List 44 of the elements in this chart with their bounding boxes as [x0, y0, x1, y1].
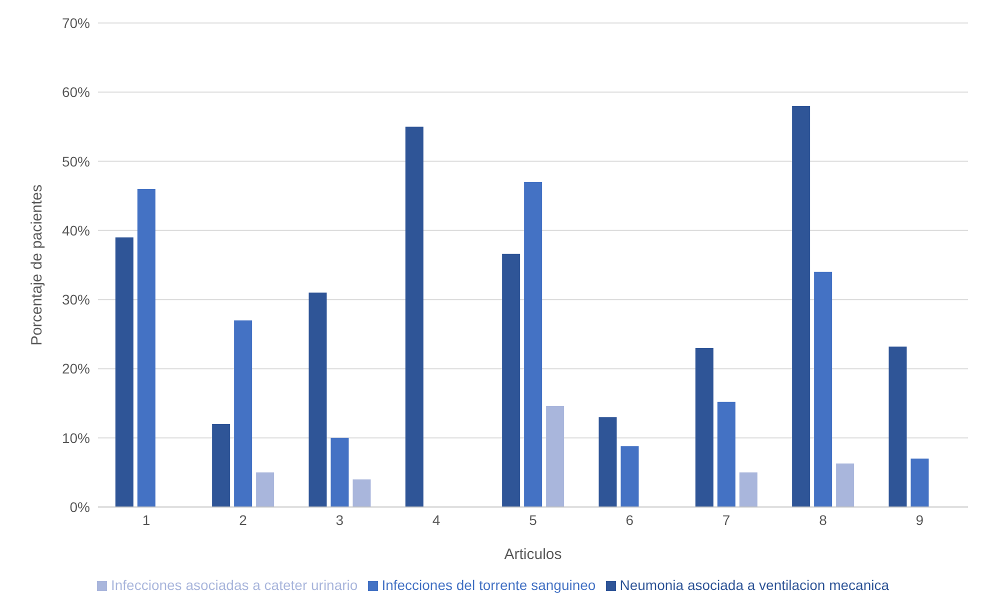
x-tick-label: 1	[142, 512, 150, 528]
x-tick-label: 9	[916, 512, 924, 528]
bar	[115, 237, 134, 507]
bar	[330, 438, 349, 507]
legend-label: Infecciones del torrente sanguineo	[382, 577, 596, 593]
bar	[814, 272, 832, 507]
bar	[212, 424, 230, 507]
x-axis-title: Articulos	[504, 546, 562, 563]
bar	[739, 472, 758, 507]
bar	[695, 348, 714, 507]
y-tick-label: 40%	[62, 222, 90, 238]
legend-label: Infecciones asociadas a cateter urinario	[110, 577, 358, 593]
bar	[256, 472, 274, 507]
y-tick-label: 60%	[62, 84, 90, 100]
x-tick-label: 4	[432, 512, 440, 528]
x-tick-label: 2	[239, 512, 248, 528]
bar	[234, 320, 252, 507]
y-axis-title: Porcentaje de pacientes	[28, 184, 46, 346]
y-tick-label: 20%	[62, 360, 90, 377]
bar	[792, 106, 810, 507]
legend-label: Neumonia asociada a ventilacion mecanica	[620, 577, 890, 593]
x-tick-label: 6	[626, 512, 634, 528]
bar	[836, 463, 854, 507]
bar	[502, 254, 520, 507]
bar	[888, 346, 907, 507]
y-tick-label: 70%	[62, 14, 90, 31]
bar	[717, 402, 736, 507]
y-tick-label: 30%	[62, 292, 90, 308]
bar	[137, 188, 156, 507]
bar	[910, 458, 929, 507]
bar	[524, 182, 542, 507]
x-tick-label: 3	[336, 512, 344, 528]
bar	[308, 292, 327, 507]
x-tick-label: 8	[819, 512, 828, 528]
y-tick-label: 50%	[62, 153, 90, 170]
y-tick-label: 0%	[70, 498, 90, 515]
y-tick-label: 10%	[62, 430, 90, 446]
bar	[405, 126, 424, 507]
x-tick-label: 7	[722, 512, 730, 528]
bar	[546, 406, 564, 507]
bar	[598, 417, 617, 507]
bar	[352, 479, 371, 507]
bar	[620, 446, 639, 507]
x-tick-label: 5	[529, 512, 538, 528]
